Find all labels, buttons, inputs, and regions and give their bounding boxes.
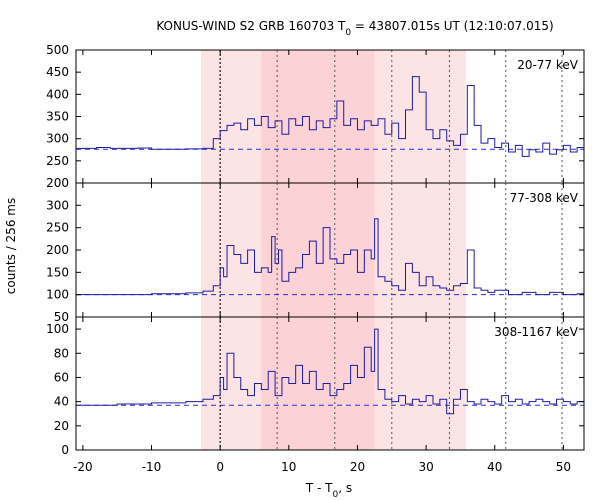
chart-title-main: KONUS-WIND S2 GRB 160703 T (156, 19, 346, 33)
y-tick-label: 100 (46, 288, 69, 302)
y-tick-label: 60 (54, 370, 69, 384)
x-tick-label: -10 (142, 460, 162, 474)
y-tick-label: 40 (54, 395, 69, 409)
y-tick-label: 100 (46, 322, 69, 336)
y-tick-label: 300 (46, 132, 69, 146)
y-tick-label: 350 (46, 110, 69, 124)
x-tick-label: 0 (216, 460, 224, 474)
y-tick-label: 500 (46, 43, 69, 57)
x-axis-title-main: T - T (305, 481, 333, 495)
x-tick-label: 30 (418, 460, 433, 474)
x-axis-title-rest: , s (338, 481, 352, 495)
count-rate-series (76, 76, 585, 157)
panel-2: 0 20 40 60 80 100 308-1167 keV (46, 316, 585, 457)
y-tick-label: 200 (46, 243, 69, 257)
x-tick-label: 40 (487, 460, 502, 474)
y-tick-label: 20 (54, 419, 69, 433)
y-tick-label: 0 (61, 443, 69, 457)
y-tick-label: 150 (46, 265, 69, 279)
y-tick-label: 300 (46, 198, 69, 212)
y-tick-label: 200 (46, 176, 69, 190)
x-tick-label: -20 (73, 460, 93, 474)
y-axis-title: counts / 256 ms (4, 198, 18, 294)
x-tick-label: 50 (556, 460, 571, 474)
y-tick-label: 250 (46, 154, 69, 168)
shaded-interval-1 (261, 50, 375, 183)
energy-band-label: 20-77 keV (517, 58, 579, 72)
energy-band-label: 77-308 keV (510, 191, 579, 205)
y-tick-label: 50 (54, 310, 69, 324)
panel-1: 50 100 150 200 250 300 77-308 keV (46, 182, 585, 324)
y-tick-label: 400 (46, 87, 69, 101)
x-axis-title-subscript: 0 (333, 490, 339, 500)
x-tick-label: 20 (350, 460, 365, 474)
count-rate-series (76, 218, 585, 296)
y-tick-label: 250 (46, 221, 69, 235)
y-tick-label: 80 (54, 346, 69, 360)
chart-title-rest: = 43807.015s UT (12:10:07.015) (351, 19, 554, 33)
shaded-interval-1 (261, 317, 375, 450)
energy-band-label: 308-1167 keV (494, 325, 578, 339)
chart-title: KONUS-WIND S2 GRB 160703 T0 = 43807.015s… (156, 19, 553, 38)
chart-title-subscript: 0 (345, 28, 351, 38)
panel-0: 200 250 300 350 400 450 500 20-77 keV (46, 43, 585, 190)
y-tick-label: 450 (46, 65, 69, 79)
count-rate-series (76, 328, 585, 415)
panel-frame (75, 316, 585, 451)
x-tick-label: 10 (281, 460, 296, 474)
x-axis-title: T - T0, s (305, 481, 352, 500)
